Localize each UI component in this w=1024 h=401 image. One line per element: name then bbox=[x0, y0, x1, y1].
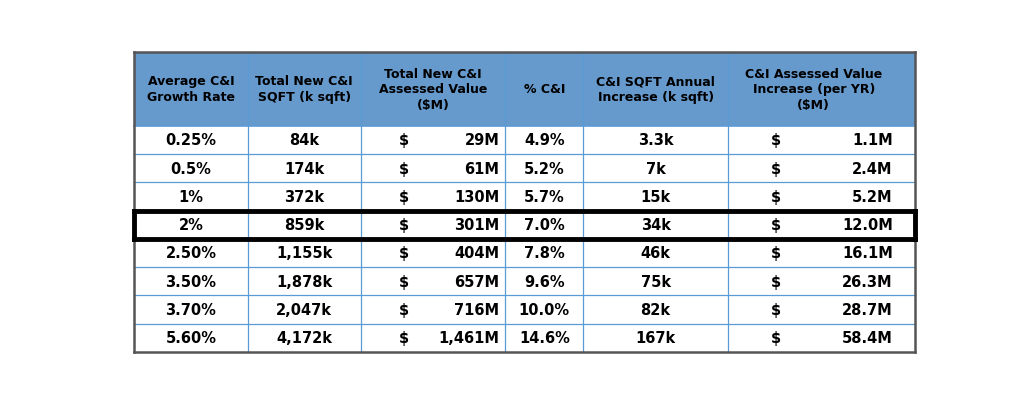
Text: $: $ bbox=[399, 274, 410, 289]
Text: Average C&I
Growth Rate: Average C&I Growth Rate bbox=[147, 75, 234, 104]
Text: $: $ bbox=[771, 189, 781, 205]
Text: $: $ bbox=[771, 274, 781, 289]
Text: 26.3M: 26.3M bbox=[842, 274, 893, 289]
Text: 372k: 372k bbox=[284, 189, 325, 205]
Text: 61M: 61M bbox=[465, 161, 500, 176]
Text: 3.50%: 3.50% bbox=[166, 274, 216, 289]
Text: 1%: 1% bbox=[178, 189, 204, 205]
Text: 5.7%: 5.7% bbox=[524, 189, 564, 205]
Text: 7.8%: 7.8% bbox=[524, 246, 564, 261]
Text: 82k: 82k bbox=[641, 302, 671, 317]
Text: $: $ bbox=[399, 133, 410, 148]
Text: 75k: 75k bbox=[641, 274, 671, 289]
Text: 10.0%: 10.0% bbox=[519, 302, 570, 317]
Bar bbox=[134, 154, 915, 183]
Text: C&I Assessed Value
Increase (per YR)
($M): C&I Assessed Value Increase (per YR) ($M… bbox=[745, 67, 883, 111]
Text: 58.4M: 58.4M bbox=[842, 331, 893, 346]
Text: $: $ bbox=[771, 161, 781, 176]
Bar bbox=[134, 267, 915, 296]
Text: 1,878k: 1,878k bbox=[276, 274, 333, 289]
Text: 1,155k: 1,155k bbox=[276, 246, 333, 261]
Text: $: $ bbox=[771, 246, 781, 261]
Text: 7k: 7k bbox=[646, 161, 666, 176]
Text: 1.1M: 1.1M bbox=[852, 133, 893, 148]
Text: 2.4M: 2.4M bbox=[852, 161, 893, 176]
Text: $: $ bbox=[399, 161, 410, 176]
Text: 174k: 174k bbox=[284, 161, 325, 176]
Bar bbox=[134, 324, 915, 352]
Text: 5.2%: 5.2% bbox=[524, 161, 564, 176]
Text: 2%: 2% bbox=[178, 218, 204, 233]
Bar bbox=[134, 53, 915, 126]
Text: Total New C&I
Assessed Value
($M): Total New C&I Assessed Value ($M) bbox=[379, 67, 487, 111]
Bar bbox=[134, 126, 915, 154]
Text: 0.5%: 0.5% bbox=[171, 161, 211, 176]
Bar bbox=[134, 239, 915, 267]
Text: 4.9%: 4.9% bbox=[524, 133, 564, 148]
Text: 130M: 130M bbox=[455, 189, 500, 205]
Text: 7.0%: 7.0% bbox=[524, 218, 564, 233]
Text: 657M: 657M bbox=[455, 274, 500, 289]
Text: 404M: 404M bbox=[455, 246, 500, 261]
Text: 3.3k: 3.3k bbox=[638, 133, 674, 148]
Text: 84k: 84k bbox=[289, 133, 319, 148]
Text: 9.6%: 9.6% bbox=[524, 274, 564, 289]
Text: 4,172k: 4,172k bbox=[276, 331, 332, 346]
Text: 29M: 29M bbox=[465, 133, 500, 148]
Text: 2,047k: 2,047k bbox=[276, 302, 332, 317]
Text: $: $ bbox=[771, 133, 781, 148]
Text: 301M: 301M bbox=[455, 218, 500, 233]
Text: $: $ bbox=[771, 302, 781, 317]
Text: 15k: 15k bbox=[640, 189, 671, 205]
Text: 16.1M: 16.1M bbox=[842, 246, 893, 261]
Text: 12.0M: 12.0M bbox=[842, 218, 893, 233]
Text: $: $ bbox=[399, 302, 410, 317]
Text: $: $ bbox=[399, 246, 410, 261]
Text: $: $ bbox=[399, 189, 410, 205]
Text: $: $ bbox=[771, 331, 781, 346]
Text: 5.2M: 5.2M bbox=[852, 189, 893, 205]
Bar bbox=[134, 211, 915, 239]
Text: 14.6%: 14.6% bbox=[519, 331, 569, 346]
Text: 28.7M: 28.7M bbox=[842, 302, 893, 317]
Text: 5.60%: 5.60% bbox=[166, 331, 216, 346]
Text: % C&I: % C&I bbox=[523, 83, 565, 96]
Text: 716M: 716M bbox=[455, 302, 500, 317]
Text: 46k: 46k bbox=[641, 246, 671, 261]
Bar bbox=[134, 183, 915, 211]
Text: Total New C&I
SQFT (k sqft): Total New C&I SQFT (k sqft) bbox=[255, 75, 353, 104]
Text: $: $ bbox=[399, 218, 410, 233]
Text: 1,461M: 1,461M bbox=[438, 331, 500, 346]
Text: 167k: 167k bbox=[636, 331, 676, 346]
Bar bbox=[134, 296, 915, 324]
Text: 3.70%: 3.70% bbox=[166, 302, 216, 317]
Text: 34k: 34k bbox=[641, 218, 671, 233]
Text: $: $ bbox=[771, 218, 781, 233]
Text: C&I SQFT Annual
Increase (k sqft): C&I SQFT Annual Increase (k sqft) bbox=[596, 75, 715, 104]
Text: 2.50%: 2.50% bbox=[166, 246, 216, 261]
Text: 859k: 859k bbox=[284, 218, 325, 233]
Text: 0.25%: 0.25% bbox=[166, 133, 216, 148]
Text: $: $ bbox=[399, 331, 410, 346]
